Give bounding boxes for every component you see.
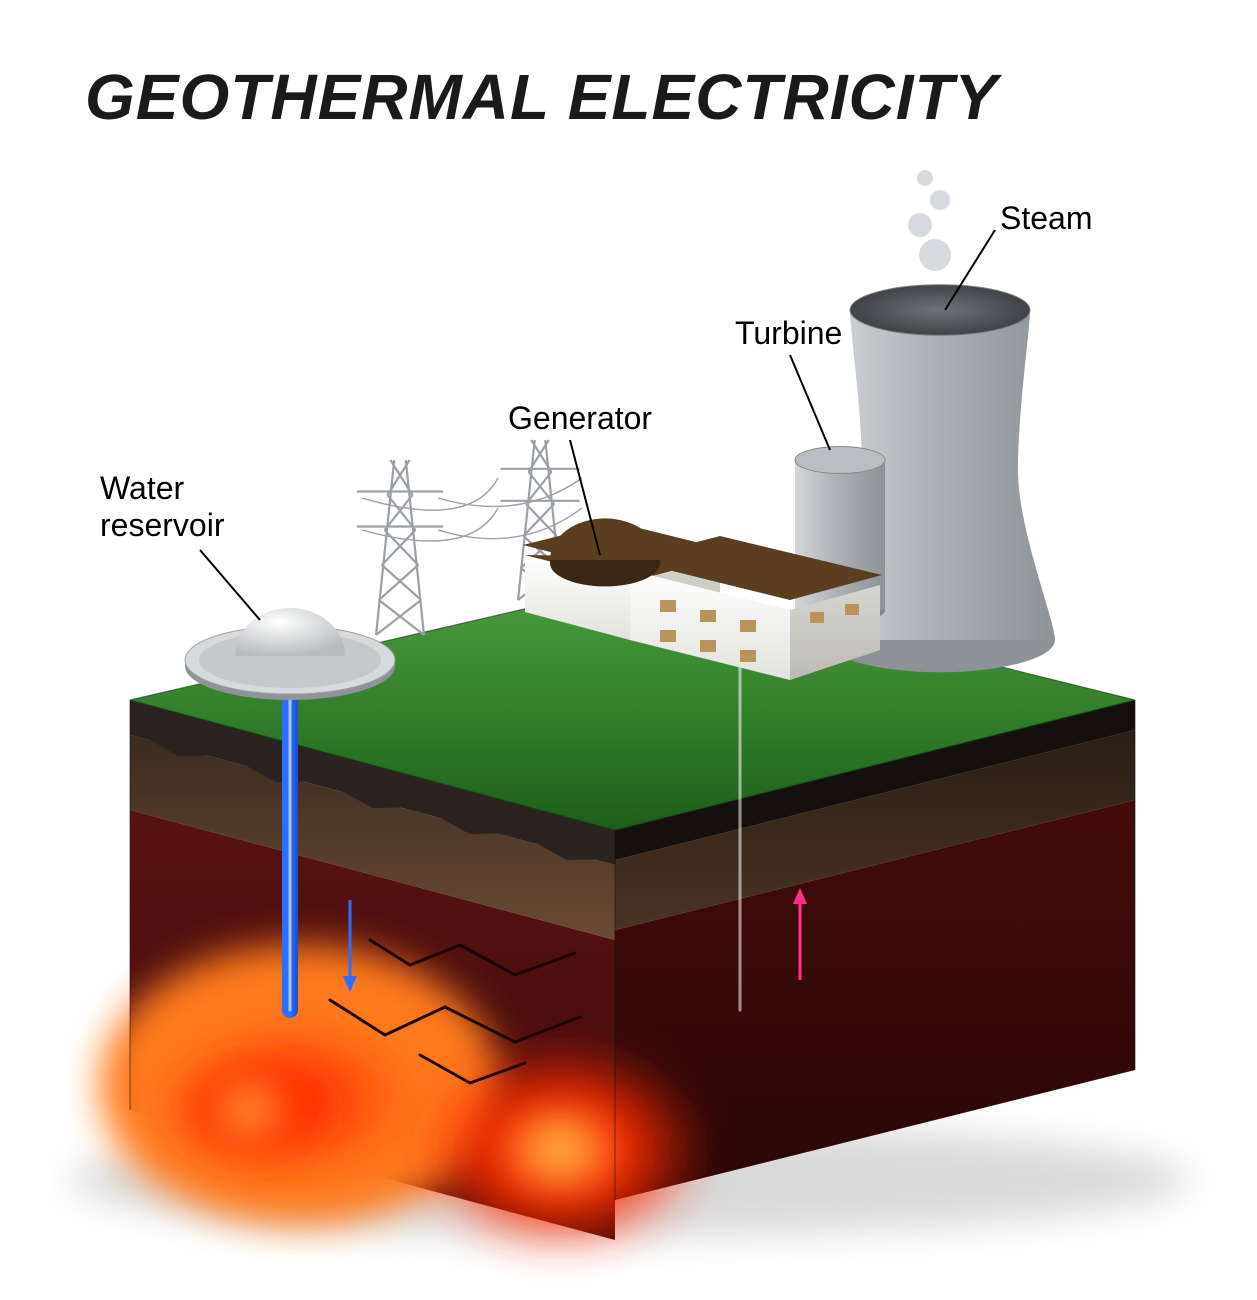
diagram-svg	[0, 0, 1257, 1300]
label-generator: Generator	[508, 400, 652, 437]
label-steam: Steam	[1000, 200, 1092, 237]
diagram-stage: GEOTHERMAL ELECTRICITY SteamTurbineGener…	[0, 0, 1257, 1300]
label-turbine: Turbine	[735, 315, 842, 352]
label-reservoir: Water reservoir	[100, 470, 224, 544]
